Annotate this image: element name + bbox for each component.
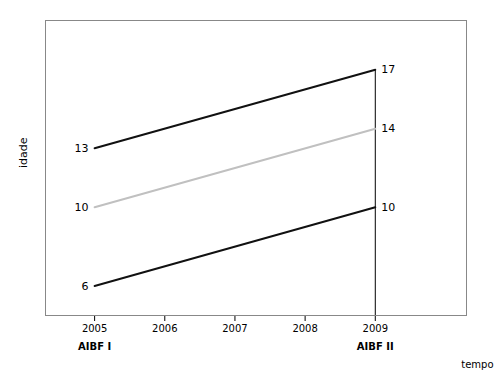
svg-text:17: 17 — [381, 63, 395, 76]
svg-text:2007: 2007 — [222, 323, 247, 334]
svg-text:2009: 2009 — [363, 323, 388, 334]
svg-text:AIBF I: AIBF I — [78, 341, 111, 352]
svg-text:2008: 2008 — [292, 323, 317, 334]
svg-text:6: 6 — [82, 280, 89, 293]
svg-text:10: 10 — [75, 201, 89, 214]
svg-text:14: 14 — [381, 122, 395, 135]
svg-text:idade: idade — [17, 137, 30, 168]
svg-text:AIBF II: AIBF II — [357, 341, 394, 352]
svg-text:2005: 2005 — [82, 323, 107, 334]
svg-text:13: 13 — [75, 142, 89, 155]
svg-text:2006: 2006 — [152, 323, 177, 334]
svg-text:10: 10 — [381, 201, 395, 214]
svg-text:tempo: tempo — [461, 359, 493, 370]
